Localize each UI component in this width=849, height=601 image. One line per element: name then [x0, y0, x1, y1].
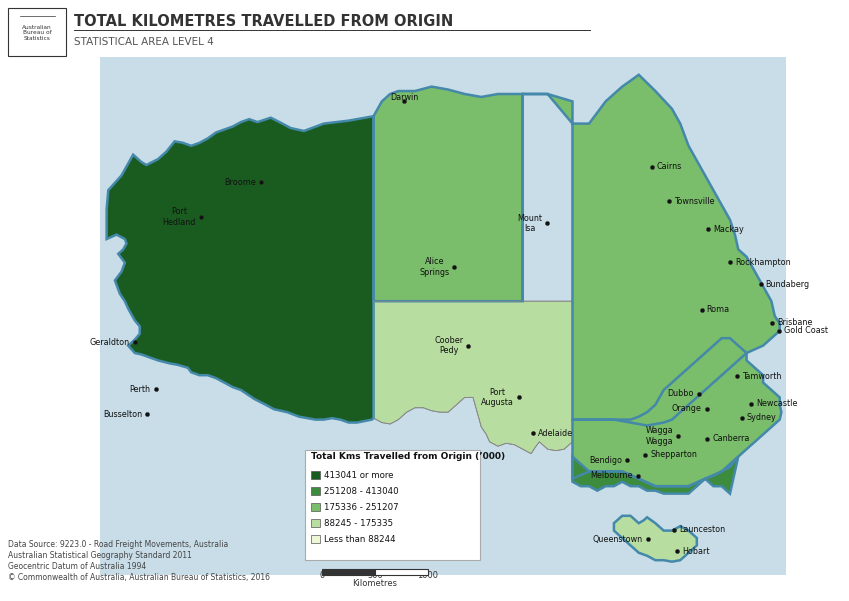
Text: Wagga
Wagga: Wagga Wagga [645, 427, 673, 446]
Text: 0: 0 [319, 571, 324, 580]
Text: Adelaide: Adelaide [537, 429, 573, 438]
Text: Australian
Bureau of
Statistics: Australian Bureau of Statistics [22, 25, 52, 41]
Text: Total Kms Travelled from Origin (’000): Total Kms Travelled from Origin (’000) [311, 452, 505, 461]
Polygon shape [614, 516, 697, 562]
Text: Geraldton: Geraldton [90, 338, 130, 347]
Text: Bendigo: Bendigo [589, 456, 621, 465]
Text: Darwin: Darwin [390, 93, 419, 102]
Text: Port
Hedland: Port Hedland [163, 207, 196, 227]
Bar [322, 569, 375, 575]
Bar [375, 569, 428, 575]
Text: Melbourne: Melbourne [591, 472, 633, 480]
Bar [311, 519, 320, 527]
Text: Dubbo: Dubbo [667, 389, 694, 398]
Text: © Commonwealth of Australia, Australian Bureau of Statistics, 2016: © Commonwealth of Australia, Australian … [8, 573, 270, 582]
Text: Kilometres: Kilometres [352, 579, 397, 588]
Text: Brisbane: Brisbane [777, 319, 812, 328]
Text: 175336 - 251207: 175336 - 251207 [324, 502, 399, 511]
Text: Port
Augusta: Port Augusta [481, 388, 514, 407]
Bar [311, 487, 320, 495]
Text: Coober
Pedy: Coober Pedy [435, 336, 464, 355]
Text: Mount
Isa: Mount Isa [518, 213, 543, 233]
Polygon shape [523, 75, 779, 426]
Polygon shape [572, 457, 739, 493]
Text: Orange: Orange [672, 404, 702, 413]
Text: Rockhampton: Rockhampton [735, 258, 790, 267]
Polygon shape [107, 116, 374, 423]
Text: Gold Coast: Gold Coast [784, 326, 828, 335]
Text: Tamworth: Tamworth [742, 372, 781, 381]
Text: 1000: 1000 [418, 571, 438, 580]
Text: TOTAL KILOMETRES TRAVELLED FROM ORIGIN: TOTAL KILOMETRES TRAVELLED FROM ORIGIN [74, 14, 453, 29]
Text: Data Source: 9223.0 - Road Freight Movements, Australia: Data Source: 9223.0 - Road Freight Movem… [8, 540, 228, 549]
Text: Bundaberg: Bundaberg [766, 280, 810, 289]
Bar [311, 535, 320, 543]
Text: Broome: Broome [225, 178, 256, 187]
Text: 413041 or more: 413041 or more [324, 471, 393, 480]
Text: 88245 - 175335: 88245 - 175335 [324, 519, 393, 528]
Text: Newcastle: Newcastle [756, 399, 797, 408]
Text: Geocentric Datum of Australia 1994: Geocentric Datum of Australia 1994 [8, 562, 146, 571]
Text: Canberra: Canberra [712, 435, 750, 444]
Text: Cairns: Cairns [656, 162, 682, 171]
Text: Roma: Roma [706, 305, 730, 314]
Text: Less than 88244: Less than 88244 [324, 534, 396, 543]
Text: Australian Statistical Geography Standard 2011: Australian Statistical Geography Standar… [8, 551, 192, 560]
Text: Perth: Perth [130, 385, 151, 394]
Bar [100, 57, 786, 575]
Polygon shape [572, 338, 781, 486]
Text: Mackay: Mackay [713, 225, 744, 234]
Text: Sydney: Sydney [747, 413, 777, 422]
Bar [311, 503, 320, 511]
Polygon shape [374, 301, 572, 454]
Text: Alice
Springs: Alice Springs [419, 257, 449, 277]
Bar [305, 450, 480, 560]
Text: 251208 - 413040: 251208 - 413040 [324, 486, 399, 495]
Text: Hobart: Hobart [683, 546, 710, 555]
Text: Queenstown: Queenstown [593, 535, 643, 544]
Text: Busselton: Busselton [103, 410, 143, 419]
Polygon shape [374, 87, 523, 301]
Text: Shepparton: Shepparton [650, 450, 697, 459]
Text: STATISTICAL AREA LEVEL 4: STATISTICAL AREA LEVEL 4 [74, 37, 214, 47]
Text: Townsville: Townsville [674, 197, 715, 206]
Text: Launceston: Launceston [679, 525, 725, 534]
Bar [311, 471, 320, 479]
Text: 500: 500 [367, 571, 383, 580]
Bar [8, 8, 66, 56]
